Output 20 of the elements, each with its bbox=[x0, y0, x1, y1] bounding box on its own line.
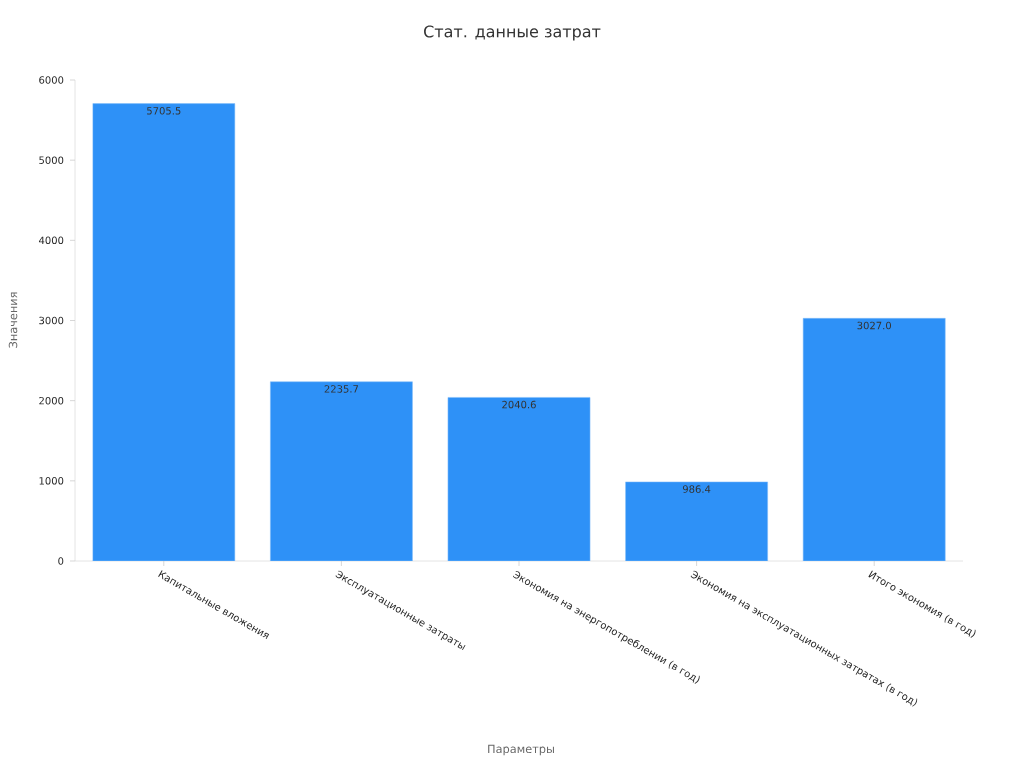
y-tick-label: 2000 bbox=[39, 396, 64, 405]
data-label: 3027.0 bbox=[857, 321, 892, 330]
data-label: 2040.6 bbox=[502, 400, 536, 409]
bar bbox=[625, 481, 768, 561]
x-axis-title: Параметры bbox=[488, 744, 554, 756]
data-label: 5705.5 bbox=[147, 106, 181, 115]
y-axis-title: Значения bbox=[8, 292, 18, 348]
y-tick-label: 1000 bbox=[39, 477, 64, 485]
data-label: 2235.7 bbox=[324, 385, 359, 393]
bar bbox=[270, 381, 413, 561]
y-tick-label: 6000 bbox=[39, 76, 64, 84]
y-tick-label: 5000 bbox=[39, 156, 64, 164]
chart-title: Стат. данные затрат bbox=[424, 25, 601, 41]
bar bbox=[802, 318, 946, 561]
y-tick-label: 0 bbox=[58, 557, 64, 565]
y-tick-label: 4000 bbox=[38, 236, 64, 245]
bar bbox=[92, 103, 236, 561]
data-label: 986.4 bbox=[682, 485, 711, 493]
y-tick-label: 3000 bbox=[39, 316, 64, 325]
bar bbox=[447, 397, 591, 561]
